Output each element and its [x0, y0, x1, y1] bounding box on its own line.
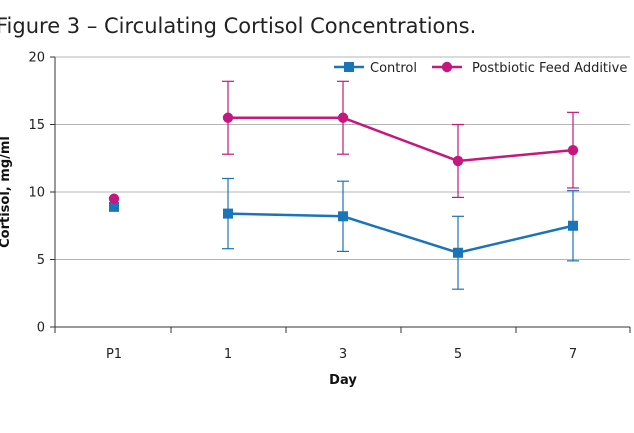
data-point	[338, 211, 348, 222]
series-postbiotic	[108, 80, 579, 204]
legend-label: Postbiotic Feed Additive	[472, 61, 627, 76]
legend-marker	[344, 62, 354, 72]
figure-title: Figure 3 – Circulating Cortisol Concentr…	[0, 14, 477, 38]
series-layer	[108, 80, 579, 290]
data-point	[453, 247, 463, 258]
y-tick-labels: 0 5 10 15 20	[28, 51, 45, 336]
x-axis-label: Day	[329, 373, 357, 388]
data-point	[337, 112, 349, 123]
series-line	[227, 212, 574, 255]
x-tick-label: P1	[106, 347, 122, 362]
data-point	[108, 193, 120, 204]
x-tick-label: 3	[339, 347, 347, 362]
series-control	[109, 177, 579, 290]
y-axis-label: Cortisol, mg/ml	[0, 136, 13, 248]
x-tick-label: 1	[224, 347, 232, 362]
data-point	[222, 112, 234, 123]
data-point	[567, 144, 579, 156]
x-tick-label: 5	[454, 347, 462, 362]
x-tick-labels: P1 1 3 5 7	[106, 347, 577, 362]
y-tick-label: 5	[37, 253, 45, 268]
legend-marker	[441, 61, 453, 73]
y-tick-label: 10	[28, 186, 45, 201]
data-point	[223, 208, 233, 219]
data-point	[568, 220, 578, 231]
series-line	[228, 116, 574, 163]
y-tick-label: 15	[28, 118, 45, 133]
y-tick-label: 20	[28, 51, 45, 66]
data-point	[109, 201, 119, 212]
x-tick-label: 7	[569, 347, 577, 362]
data-point	[452, 155, 464, 167]
axes	[50, 56, 631, 333]
legend-item-control: Control	[334, 61, 417, 76]
legend-label: Control	[370, 61, 417, 76]
legend: Control Postbiotic Feed Additive	[334, 61, 627, 76]
legend-item-postbiotic: Postbiotic Feed Additive	[432, 61, 627, 76]
y-tick-label: 0	[37, 321, 45, 336]
